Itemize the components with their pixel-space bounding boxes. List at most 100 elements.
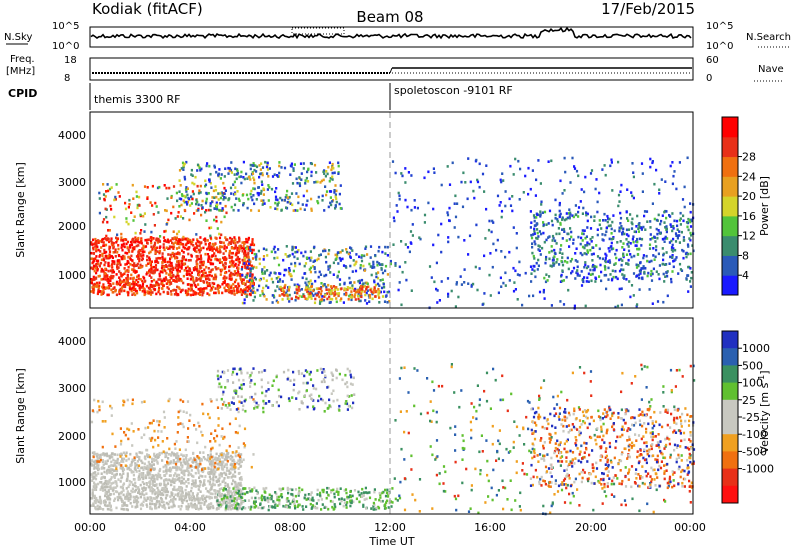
echo-cell <box>537 159 540 162</box>
echo-cell <box>98 460 101 463</box>
echo-cell <box>655 227 658 231</box>
echo-cell <box>204 183 208 187</box>
echo-cell <box>229 186 233 190</box>
echo-cell <box>217 417 220 420</box>
echo-cell <box>166 469 169 473</box>
echo-cell <box>265 284 268 288</box>
echo-cell <box>214 439 217 443</box>
echo-cell <box>243 262 246 265</box>
echo-cell <box>674 232 678 235</box>
echo-cell <box>316 180 319 184</box>
echo-cell <box>555 242 558 245</box>
echo-cell <box>96 457 99 460</box>
echo-cell <box>570 230 573 234</box>
echo-cell <box>565 217 568 221</box>
echo-cell <box>638 237 641 241</box>
echo-cell <box>538 245 541 248</box>
echo-cell <box>163 258 166 262</box>
echo-cell <box>462 171 465 175</box>
echo-cell <box>90 420 94 424</box>
echo-cell <box>188 498 191 502</box>
echo-cell <box>129 495 132 498</box>
echo-cell <box>675 219 679 223</box>
echo-cell <box>671 254 674 257</box>
echo-cell <box>195 244 199 248</box>
echo-cell <box>162 490 165 493</box>
echo-cell <box>632 196 635 200</box>
echo-cell <box>666 270 669 273</box>
echo-cell <box>440 222 443 226</box>
echo-cell <box>94 245 97 248</box>
echo-cell <box>274 201 277 205</box>
echo-cell <box>359 299 362 303</box>
echo-cell <box>193 502 196 506</box>
echo-cell <box>689 220 692 224</box>
echo-cell <box>208 242 211 245</box>
echo-cell <box>217 490 220 494</box>
echo-cell <box>233 270 236 273</box>
echo-cell <box>196 506 199 510</box>
echo-cell <box>213 164 216 168</box>
echo-cell <box>158 185 161 189</box>
echo-cell <box>182 251 185 254</box>
echo-cell <box>195 464 198 467</box>
echo-cell <box>671 255 674 259</box>
echo-cell <box>227 455 230 459</box>
echo-cell <box>180 481 183 485</box>
echo-cell <box>689 225 693 228</box>
echo-cell <box>196 200 199 204</box>
echo-cell <box>107 256 110 260</box>
echo-cell <box>98 495 102 499</box>
echo-cell <box>274 190 277 194</box>
echo-cell <box>306 297 309 301</box>
echo-cell <box>214 254 217 258</box>
echo-cell <box>181 238 184 242</box>
echo-cell <box>121 286 124 289</box>
echo-cell <box>325 193 328 197</box>
echo-cell <box>129 468 132 472</box>
echo-cell <box>491 265 494 269</box>
echo-cell <box>648 247 652 250</box>
echo-cell <box>610 247 613 251</box>
echo-cell <box>333 171 336 175</box>
echo-cell <box>205 197 208 201</box>
echo-cell <box>534 275 537 279</box>
echo-cell <box>338 192 341 196</box>
echo-cell <box>287 288 290 291</box>
echo-cell <box>176 199 179 203</box>
echo-cell <box>137 500 140 504</box>
echo-cell <box>649 220 652 223</box>
echo-cell <box>370 273 373 277</box>
echo-cell <box>124 497 127 500</box>
echo-cell <box>241 265 244 269</box>
echo-cell <box>239 481 242 485</box>
echo-cell <box>620 225 623 228</box>
echo-cell <box>99 498 102 501</box>
echo-cell <box>294 209 297 212</box>
echo-cell <box>311 265 315 268</box>
echo-cell <box>187 252 190 256</box>
echo-cell <box>330 203 333 207</box>
echo-cell <box>144 245 148 248</box>
echo-cell <box>341 257 344 261</box>
echo-cell <box>176 232 179 236</box>
echo-cell <box>153 429 156 433</box>
echo-cell <box>247 236 250 240</box>
echo-cell <box>265 279 268 282</box>
echo-cell <box>174 472 177 475</box>
echo-cell <box>216 246 219 249</box>
echo-cell <box>217 267 220 270</box>
echo-cell <box>227 284 230 288</box>
echo-cell <box>234 186 237 189</box>
echo-cell <box>97 288 100 292</box>
echo-cell <box>354 298 357 301</box>
echo-cell <box>309 250 312 253</box>
echo-cell <box>168 397 171 401</box>
echo-cell <box>132 473 135 477</box>
echo-cell <box>161 504 164 508</box>
echo-cell <box>185 273 189 276</box>
echo-cell <box>367 285 370 289</box>
echo-cell <box>157 211 160 214</box>
echo-cell <box>120 232 123 236</box>
echo-cell <box>328 161 331 164</box>
